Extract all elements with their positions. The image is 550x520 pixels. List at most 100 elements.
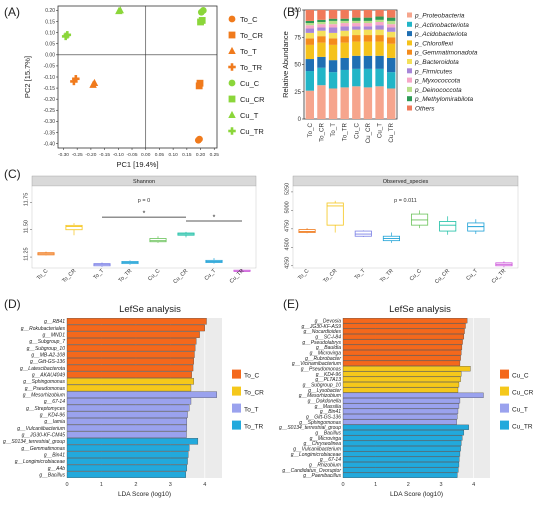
lefse-title: LefSe analysis: [389, 304, 451, 315]
legend-swatch: [500, 369, 509, 379]
stacked-segment-p-deinococcota: [305, 23, 314, 26]
lda-bar: [342, 334, 465, 340]
stacked-segment-p-methylomirabilota: [317, 19, 326, 22]
x-tick-label: To_TR: [379, 268, 395, 284]
legend-swatch: [500, 386, 509, 396]
stacked-segment-p-chloroflexi: [317, 42, 326, 57]
legend-label: Cu_CR: [240, 95, 265, 104]
lefse-title: LefSe analysis: [119, 304, 181, 315]
facet-title: Shannon: [133, 179, 155, 185]
lda-bar: [66, 398, 192, 405]
stacked-segment-others: [375, 10, 384, 17]
taxon-label: g__Devosia: [315, 318, 342, 324]
data-point-cu-tr: [66, 31, 69, 39]
stacked-segment-p-firmicutes: [375, 25, 384, 30]
stacked-segment-p-chloroflexi: [387, 43, 396, 58]
y-tick-label: 11.50: [24, 220, 30, 233]
panel-labels: (A) (B) (C) (D) (E): [4, 5, 299, 311]
x-tick-label: 2: [407, 482, 410, 488]
legend-label: To_TR: [244, 424, 263, 431]
lda-bar: [342, 419, 457, 425]
stacked-segment-p-bacteroidota: [317, 30, 326, 37]
stacked-segment-p-bacteroidota: [328, 32, 338, 39]
stacked-segment-others: [305, 10, 314, 21]
legend-label: p_Proteobacteria: [414, 13, 465, 20]
y-tick-label: 0.00: [45, 53, 55, 59]
stacked-segment-p-bacteroidota: [305, 32, 314, 39]
lda-bar: [342, 424, 469, 430]
legend-swatch: [232, 386, 241, 396]
stacked-segment-p-deinococcota: [352, 20, 361, 24]
stacked-segment-others: [328, 10, 338, 19]
panel-label: (A): [4, 5, 20, 19]
stacked-segment-p-acidobacteriota: [352, 55, 361, 69]
taxon-label: g__Rubrobacter: [305, 356, 341, 362]
legend-swatch: [407, 12, 412, 18]
taxon-label: g__Vicinamibacterium: [292, 361, 341, 367]
taxon-label: g__Gitt-GS-136: [30, 359, 65, 365]
stacked-segment-p-myxococcota: [352, 23, 361, 27]
lda-bar: [342, 408, 459, 414]
lda-bar: [66, 438, 199, 445]
lda-bar: [342, 387, 459, 393]
stacked-segment-p-proteobacteria: [317, 85, 326, 119]
lda-bar: [342, 440, 462, 446]
taxon-label: g__Bin41: [320, 409, 341, 415]
taxon-label: g__Microvirga: [310, 436, 342, 442]
y-tick-label: -0.40: [44, 141, 56, 147]
x-tick-label: To_T: [354, 268, 367, 281]
stacked-segment-p-proteobacteria: [328, 88, 338, 119]
taxon-label: g__Gitt-GS-136: [306, 414, 341, 420]
lda-bar: [342, 382, 460, 388]
lda-bar: [66, 411, 188, 418]
x-tick-label: 0.15: [182, 152, 192, 158]
y-tick-label: 25: [294, 90, 301, 96]
x-tick-label: 1: [374, 482, 377, 488]
panel-c-boxplots: Shannon 11.25 11.50 11.75 To_C To_CR To_T To_TR…: [24, 175, 519, 285]
legend-label: p_Myxococcota: [414, 78, 461, 85]
lda-bar: [342, 414, 458, 420]
stacked-segment-p-methylomirabilota: [375, 16, 384, 20]
stacked-segment-p-bacteroidota: [363, 29, 373, 36]
taxon-label: g__67-14: [44, 399, 65, 405]
panel-label: (D): [4, 297, 21, 311]
lda-bar: [342, 456, 460, 462]
stacked-segment-p-actinobacteriota: [352, 68, 361, 87]
legend-label: p_Bacteroidota: [414, 59, 459, 66]
stacked-segment-p-gemmatimonadota: [328, 38, 338, 45]
stacked-segment-p-deinococcota: [340, 20, 349, 24]
x-tick-label: Cu_TR: [388, 122, 395, 142]
y-tick-label: 11.75: [24, 193, 30, 206]
stacked-segment-p-deinococcota: [375, 19, 384, 22]
y-axis-label: Relative Abundance: [281, 31, 290, 98]
stacked-segment-p-acidobacteriota: [317, 56, 326, 68]
x-tick-label: 0.20: [196, 152, 206, 158]
stacked-segment-p-methylomirabilota: [363, 17, 373, 21]
legend-label: Cu_C: [512, 373, 529, 380]
stacked-segment-p-proteobacteria: [305, 90, 314, 119]
data-point-to-c: [196, 135, 203, 143]
panel-d-lefse: LefSe analysis 0 1 2 3 4 LDA Score (log10) g__R…: [3, 304, 264, 498]
x-tick-label: 4: [203, 482, 206, 488]
stacked-segment-p-bacteroidota: [387, 31, 396, 38]
legend-swatch: [407, 96, 412, 102]
lda-bar: [342, 318, 468, 324]
stacked-segment-p-actinobacteriota: [363, 68, 373, 88]
lda-bar: [66, 371, 192, 378]
x-tick-label: -0.20: [85, 152, 96, 158]
legend-label: Cu_TR: [240, 127, 264, 136]
taxon-label: g__Longimicrobiaceae: [15, 459, 66, 465]
plot-background: [343, 318, 490, 478]
x-tick-label: -0.05: [127, 152, 138, 158]
taxon-label: g__SC-I-84: [315, 334, 341, 340]
legend-marker: [228, 79, 236, 87]
legend-label: p_Firmicutes: [414, 68, 453, 75]
taxon-label: g__Nocardioides: [303, 329, 341, 335]
x-tick-label: Cu_T: [377, 123, 384, 138]
y-tick-label: 0.15: [45, 19, 55, 25]
legend-label: Cu_C: [240, 79, 260, 88]
stacked-segment-p-firmicutes: [363, 26, 373, 30]
panel-label: (E): [283, 297, 299, 311]
x-tick-label: -0.15: [99, 152, 110, 158]
